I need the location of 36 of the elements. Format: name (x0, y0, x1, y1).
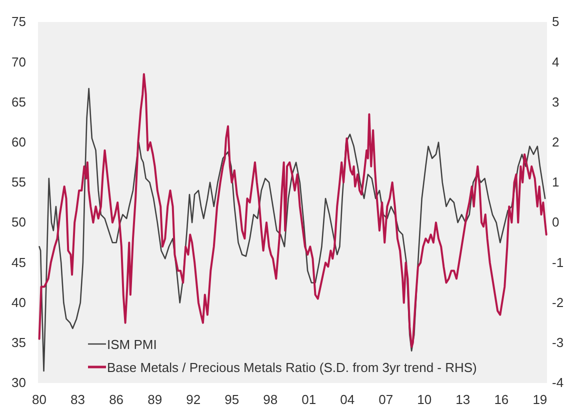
y2-tick-label: 5 (552, 14, 560, 30)
x-tick-label: 89 (148, 392, 162, 408)
y2-tick-label: 1 (552, 174, 560, 190)
x-tick-label: 92 (186, 392, 201, 408)
y-tick-label: 40 (12, 294, 26, 310)
x-tick-label: 16 (494, 392, 509, 408)
x-tick-label: 19 (532, 392, 548, 408)
y-tick-label: 65 (12, 94, 26, 110)
y-tick-label: 45 (12, 254, 26, 270)
y2-tick-label: 3 (552, 94, 560, 110)
y-tick-label: 30 (12, 375, 26, 390)
y2-tick-label: -2 (552, 294, 564, 310)
y2-tick-label: 2 (552, 134, 560, 150)
y-tick-label: 50 (12, 214, 26, 230)
y2-tick-label: -1 (552, 254, 564, 270)
y-tick-label: 35 (12, 335, 26, 350)
x-tick-label: 80 (32, 392, 47, 408)
x-tick-label: 07 (378, 392, 394, 408)
y-tick-label: 75 (12, 14, 26, 30)
y-tick-label: 55 (12, 174, 26, 190)
y2-tick-label: 0 (552, 214, 560, 230)
x-tick-label: 98 (263, 392, 278, 408)
x-tick-label: 86 (109, 392, 124, 408)
x-tick-label: 01 (302, 392, 316, 408)
x-tick-label: 04 (340, 392, 355, 408)
y2-tick-label: 4 (552, 54, 560, 70)
x-tick-label: 95 (224, 392, 240, 408)
y2-tick-label: -4 (552, 375, 564, 390)
legend-label: Base Metals / Precious Metals Ratio (S.D. from 3yr trend - RHS) (107, 360, 477, 375)
x-tick-label: 83 (70, 392, 86, 408)
y-tick-label: 60 (12, 134, 26, 150)
x-tick-label: 10 (417, 392, 432, 408)
x-tick-label: 13 (456, 392, 470, 408)
y2-tick-label: -3 (552, 335, 564, 350)
y-tick-label: 70 (12, 54, 26, 70)
legend-label: ISM PMI (107, 337, 157, 352)
